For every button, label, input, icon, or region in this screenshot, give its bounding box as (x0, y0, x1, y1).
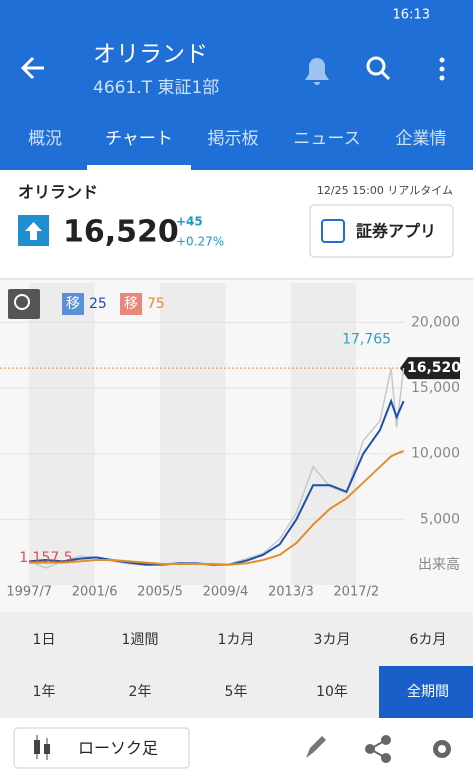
last-price-tag (400, 357, 460, 380)
divider (0, 278, 473, 280)
chart-band (290, 283, 357, 585)
period-selected (379, 666, 473, 718)
zoom-icon (14, 294, 30, 310)
quote-name: オリランド (18, 183, 98, 202)
annotation: 1,157.5 (19, 550, 72, 566)
chart: 1997/7 2001/6 2005/5 2009/4 2013/3 2017/2 5,00… (0, 283, 461, 600)
tab-label[interactable]: 掲示板 (208, 129, 259, 149)
chart-band (29, 283, 95, 585)
period-button[interactable]: 6カ月 (410, 632, 447, 648)
header-title: オリランド (93, 42, 208, 68)
app-icon (321, 219, 345, 243)
chart-style-button[interactable] (13, 727, 190, 769)
y-tick-label: 15,000 (411, 380, 460, 396)
quote-time: 12/25 15:00 リアルタイム (317, 184, 453, 197)
period-selector: 1日 1週間 1カ月 3カ月 6カ月 1年 2年 5年 10年 全期間 (33, 632, 473, 718)
menu-icon[interactable] (439, 57, 445, 81)
period-button[interactable]: 全期間 (407, 684, 449, 700)
x-tick-label: 2017/2 (333, 585, 379, 600)
period-button[interactable]: 10年 (316, 684, 348, 700)
period-button[interactable]: 3カ月 (314, 632, 351, 648)
tab-indicator (87, 165, 191, 170)
settings-icon[interactable] (433, 740, 451, 758)
period-button[interactable]: 2年 (129, 684, 152, 700)
search-icon[interactable] (366, 56, 391, 81)
x-tick-label: 2001/6 (72, 585, 118, 600)
x-tick-label: 2005/5 (137, 585, 183, 600)
legend-period: 25 (89, 296, 107, 312)
clock: 16:13 (393, 8, 430, 23)
period-button[interactable]: 1週間 (122, 632, 159, 648)
series-line (29, 450, 404, 566)
back-button[interactable] (20, 56, 44, 80)
x-tick-label: 2013/3 (268, 585, 314, 600)
tab-label[interactable]: ニュース (293, 129, 360, 149)
zoom-button[interactable] (8, 289, 40, 319)
up-arrow (25, 222, 42, 240)
chart-style-label: ローソク足 (78, 739, 158, 758)
legend-name: 移 (124, 296, 138, 312)
chart-band (160, 283, 226, 585)
y-tick-label: 5,000 (420, 511, 460, 527)
tab-label[interactable]: 概況 (28, 129, 62, 149)
y-tick-label: 20,000 (411, 314, 460, 330)
header-subtitle: 4661.T 東証1部 (93, 78, 219, 98)
change: +45 (176, 215, 203, 229)
legend-name: 移 (66, 296, 80, 312)
app-button-label: 証券アプリ (356, 222, 436, 241)
app-button[interactable] (309, 204, 454, 258)
app-bar (0, 0, 473, 170)
period-button[interactable]: 5年 (225, 684, 248, 700)
bell-icon[interactable] (305, 58, 329, 85)
legend-badge (62, 293, 84, 315)
period-button[interactable]: 1日 (33, 632, 56, 648)
edit-icon[interactable] (306, 736, 326, 758)
last-price-label: 16,520 (407, 360, 461, 376)
period-button[interactable]: 1カ月 (218, 632, 255, 648)
tab-label[interactable]: チャート (105, 129, 173, 149)
tab-bar: 概況 チャート 掲示板 ニュース 企業情 (28, 129, 447, 170)
y-tick-label: 10,000 (411, 446, 460, 462)
legend-period: 75 (147, 296, 165, 312)
annotation: 17,765 (342, 332, 391, 348)
legend-badge (120, 293, 142, 315)
price: 16,520 (63, 215, 179, 250)
share-icon[interactable] (365, 735, 391, 763)
volume-label: 出来高 (418, 556, 460, 573)
period-button[interactable]: 1年 (33, 684, 56, 700)
x-tick-label: 2009/4 (203, 585, 249, 600)
x-tick-label: 1997/7 (6, 585, 52, 600)
tab-label[interactable]: 企業情 (396, 129, 447, 149)
candle-icon (34, 735, 50, 760)
change-percent: +0.27% (176, 235, 224, 249)
